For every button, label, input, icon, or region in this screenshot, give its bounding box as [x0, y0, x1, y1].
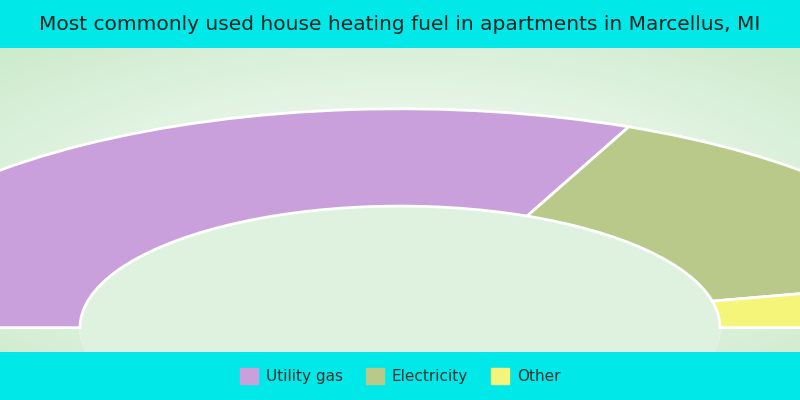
Wedge shape — [712, 280, 800, 328]
Text: Most commonly used house heating fuel in apartments in Marcellus, MI: Most commonly used house heating fuel in… — [39, 14, 761, 34]
Wedge shape — [527, 127, 800, 301]
Circle shape — [80, 206, 720, 400]
Circle shape — [80, 206, 720, 400]
Legend: Utility gas, Electricity, Other: Utility gas, Electricity, Other — [234, 362, 566, 390]
Wedge shape — [0, 109, 629, 328]
